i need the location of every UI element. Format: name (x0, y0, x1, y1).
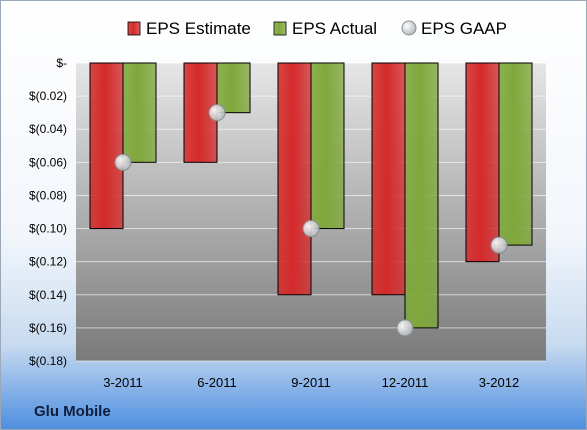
bar-eps-estimate (89, 62, 124, 230)
bar-eps-actual (122, 62, 157, 163)
marker-eps-gaap (208, 104, 226, 122)
y-tick-label: $(0.04) (29, 122, 67, 136)
bar-eps-actual (404, 62, 439, 329)
x-tick-label: 3-2011 (103, 375, 143, 390)
y-tick-label: $(0.14) (29, 288, 67, 302)
marker-eps-gaap (396, 319, 414, 337)
marker-eps-gaap (490, 236, 508, 254)
legend-label: EPS GAAP (421, 19, 507, 38)
company-name: Glu Mobile (34, 403, 111, 420)
y-tick-label: $(0.18) (29, 354, 67, 368)
y-tick-label: $(0.12) (29, 255, 67, 269)
y-tick-label: $(0.02) (29, 89, 67, 103)
y-tick-label: $- (56, 56, 67, 70)
x-tick-label: 6-2011 (197, 375, 237, 390)
x-tick-label: 12-2011 (382, 375, 429, 390)
bar-eps-actual (216, 62, 251, 114)
marker-eps-gaap (114, 153, 132, 171)
bar-eps-estimate (465, 62, 500, 263)
legend-label: EPS Actual (292, 19, 377, 38)
legend: EPS Estimate EPS Actual EPS GAAP (127, 19, 507, 38)
y-tick-label: $(0.08) (29, 188, 67, 202)
y-tick-label: $(0.06) (29, 155, 67, 169)
y-tick-label: $(0.10) (29, 222, 67, 236)
legend-swatch (401, 20, 417, 36)
legend-swatch (273, 21, 287, 36)
bar-eps-estimate (277, 62, 312, 296)
x-tick-label: 3-2012 (479, 375, 519, 390)
bar-eps-actual (498, 62, 533, 246)
marker-eps-gaap (302, 220, 320, 238)
bar-eps-estimate (371, 62, 406, 296)
y-tick-label: $(0.16) (29, 321, 67, 335)
bar-eps-actual (310, 62, 345, 230)
legend-label: EPS Estimate (146, 19, 251, 38)
legend-swatch (127, 21, 141, 36)
x-tick-label: 9-2011 (291, 375, 331, 390)
eps-chart: $- $(0.02) $(0.04) $(0.06) $(0.08) $(0.10) $(0… (29, 19, 546, 390)
